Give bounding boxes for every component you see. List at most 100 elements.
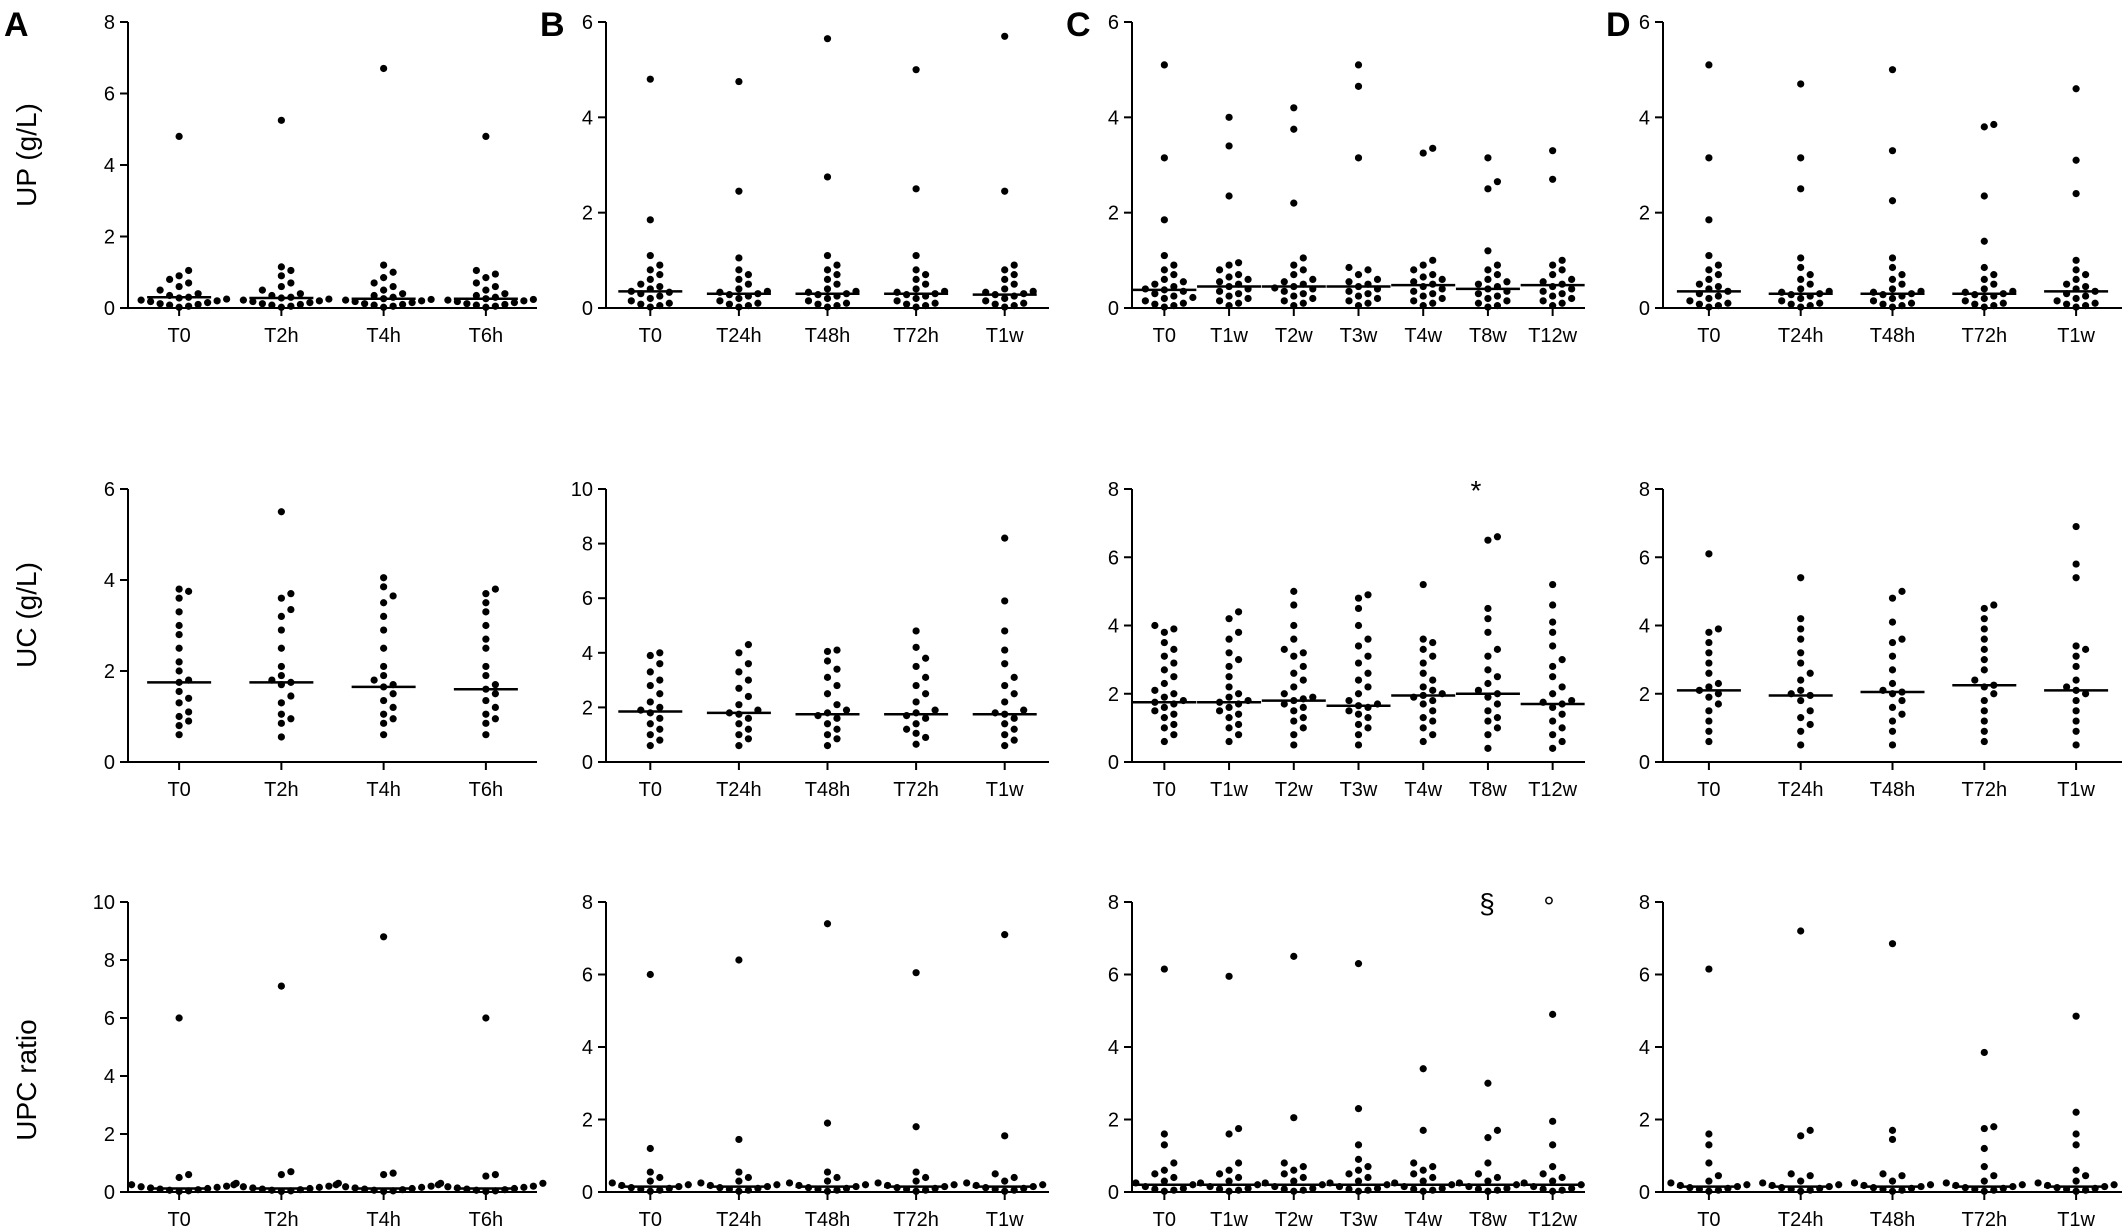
data-point-a-uc xyxy=(277,594,285,602)
y-tick-label-c-uc: 6 xyxy=(1108,547,1119,569)
plot-b-up: 0 2 4 6 T0 T24h T48h T72h T1w xyxy=(582,12,1049,347)
data-point-c-up xyxy=(1419,292,1427,300)
x-tick-label-c-up: T12w xyxy=(1528,325,1577,347)
data-point-d-up xyxy=(2082,292,2090,300)
data-point-b-up xyxy=(1010,280,1018,288)
data-point-c-up xyxy=(1234,271,1243,279)
data-point-b-up xyxy=(735,303,743,311)
data-point-a-uc xyxy=(380,710,388,718)
data-point-d-upc xyxy=(2034,1179,2042,1187)
data-point-d-up xyxy=(1961,297,1969,305)
data-point-c-up xyxy=(1558,290,1566,298)
data-point-c-uc xyxy=(1484,717,1492,725)
data-point-a-uc xyxy=(380,731,388,739)
x-tick-label-b-uc: T48h xyxy=(805,779,851,801)
data-point-a-upc xyxy=(491,1171,499,1179)
data-point-d-upc xyxy=(2072,1130,2080,1138)
data-point-b-up xyxy=(1001,266,1009,274)
data-point-d-uc xyxy=(1797,574,1805,582)
x-tick-label-b-up: T0 xyxy=(639,325,662,347)
data-point-c-uc xyxy=(1549,717,1557,725)
data-point-c-upc xyxy=(1410,1159,1418,1167)
data-point-c-uc xyxy=(1364,652,1372,660)
data-point-b-upc xyxy=(874,1179,882,1187)
data-point-a-uc xyxy=(491,681,499,689)
data-point-c-upc xyxy=(1419,1065,1427,1073)
data-point-d-upc xyxy=(1980,1144,1988,1153)
data-point-b-up xyxy=(744,271,753,279)
data-point-c-up xyxy=(1539,278,1547,286)
data-point-b-uc xyxy=(744,692,753,701)
data-point-d-upc xyxy=(2082,1172,2090,1180)
data-point-c-uc xyxy=(1225,693,1233,701)
data-point-c-up xyxy=(1299,266,1307,274)
data-point-b-uc xyxy=(833,735,841,743)
data-point-a-upc xyxy=(325,1182,333,1190)
data-point-d-up xyxy=(2072,156,2080,164)
data-point-b-uc xyxy=(912,627,920,635)
data-point-c-uc xyxy=(1419,737,1427,746)
data-point-a-up xyxy=(306,299,314,307)
data-point-d-up xyxy=(1714,302,1722,310)
data-point-c-up xyxy=(1160,216,1168,224)
data-point-d-uc xyxy=(1714,625,1722,633)
data-point-d-up xyxy=(2063,300,2071,308)
data-point-c-upc xyxy=(1558,1186,1566,1194)
data-point-a-up xyxy=(287,302,295,310)
data-point-c-uc xyxy=(1493,533,1502,541)
plot-b-upc: 0 2 4 6 8 T0 T24h T48h T72h T1w xyxy=(582,892,1049,1231)
data-point-d-up xyxy=(2091,299,2099,307)
data-point-c-uc xyxy=(1151,686,1159,694)
data-point-c-up xyxy=(1234,299,1243,307)
data-point-c-uc xyxy=(1170,659,1178,667)
data-point-d-up xyxy=(1898,280,1906,288)
data-point-c-uc xyxy=(1234,608,1243,616)
data-point-d-uc xyxy=(1888,741,1897,749)
data-point-a-upc xyxy=(230,1181,238,1189)
data-point-c-up xyxy=(1438,285,1446,293)
data-point-d-up xyxy=(1695,300,1703,308)
data-point-d-upc xyxy=(2072,1177,2080,1185)
y-tick-label-b-uc: 8 xyxy=(582,534,593,556)
data-point-a-uc xyxy=(185,708,193,716)
data-point-c-uc xyxy=(1290,731,1298,739)
data-point-a-up xyxy=(175,132,183,140)
data-point-a-up xyxy=(277,272,285,280)
data-point-c-up xyxy=(1410,278,1418,286)
data-point-c-up xyxy=(1225,142,1233,150)
data-point-d-up xyxy=(2072,275,2080,283)
data-point-d-upc xyxy=(1926,1181,1935,1189)
data-point-d-up xyxy=(1714,282,1722,291)
data-point-b-uc xyxy=(646,681,654,690)
data-point-c-upc xyxy=(1345,1170,1353,1178)
data-point-b-up xyxy=(665,299,673,307)
data-point-c-up xyxy=(1474,280,1483,288)
data-point-c-uc xyxy=(1299,662,1307,671)
data-point-a-upc xyxy=(277,982,285,990)
data-point-c-upc xyxy=(1354,960,1363,968)
data-point-b-up xyxy=(1020,299,1028,307)
data-point-a-up xyxy=(249,297,257,306)
data-point-a-uc xyxy=(380,644,388,652)
data-point-c-up xyxy=(1429,271,1437,279)
data-point-a-uc xyxy=(491,690,499,698)
data-point-d-upc xyxy=(2072,1166,2080,1174)
y-tick-label-a-up: 0 xyxy=(104,298,115,320)
y-tick-label-c-uc: 8 xyxy=(1108,479,1119,501)
data-point-b-up xyxy=(922,280,930,288)
data-point-a-uc xyxy=(482,671,490,680)
data-point-d-upc xyxy=(1980,1187,1988,1195)
data-point-a-up xyxy=(277,303,285,311)
data-point-d-uc xyxy=(1714,679,1722,688)
data-point-d-up xyxy=(2072,190,2080,198)
data-point-b-up xyxy=(627,297,635,305)
data-point-d-upc xyxy=(1797,1132,1805,1140)
y-tick-label-b-uc: 6 xyxy=(582,588,593,610)
data-point-c-upc xyxy=(1429,1163,1437,1171)
data-point-d-upc xyxy=(1835,1181,1843,1189)
data-point-c-upc xyxy=(1160,1187,1168,1195)
panel-letter-b: B xyxy=(540,6,565,44)
data-point-d-uc xyxy=(1888,652,1897,660)
data-point-d-uc xyxy=(1797,676,1805,684)
data-point-b-uc xyxy=(823,657,832,665)
